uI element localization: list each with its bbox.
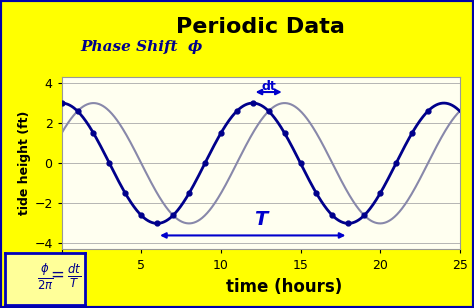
Text: $= \frac{dt}{T}$: $= \frac{dt}{T}$: [46, 262, 82, 290]
Text: Periodic Data: Periodic Data: [176, 17, 345, 37]
Text: time (hours): time (hours): [226, 278, 343, 296]
Text: dt: dt: [261, 80, 276, 93]
Y-axis label: tide height (ft): tide height (ft): [18, 111, 31, 215]
Text: T: T: [254, 210, 267, 229]
Text: Phase Shift  ϕ: Phase Shift ϕ: [81, 40, 203, 54]
Text: $\frac{\phi}{2\pi}$: $\frac{\phi}{2\pi}$: [37, 261, 53, 292]
